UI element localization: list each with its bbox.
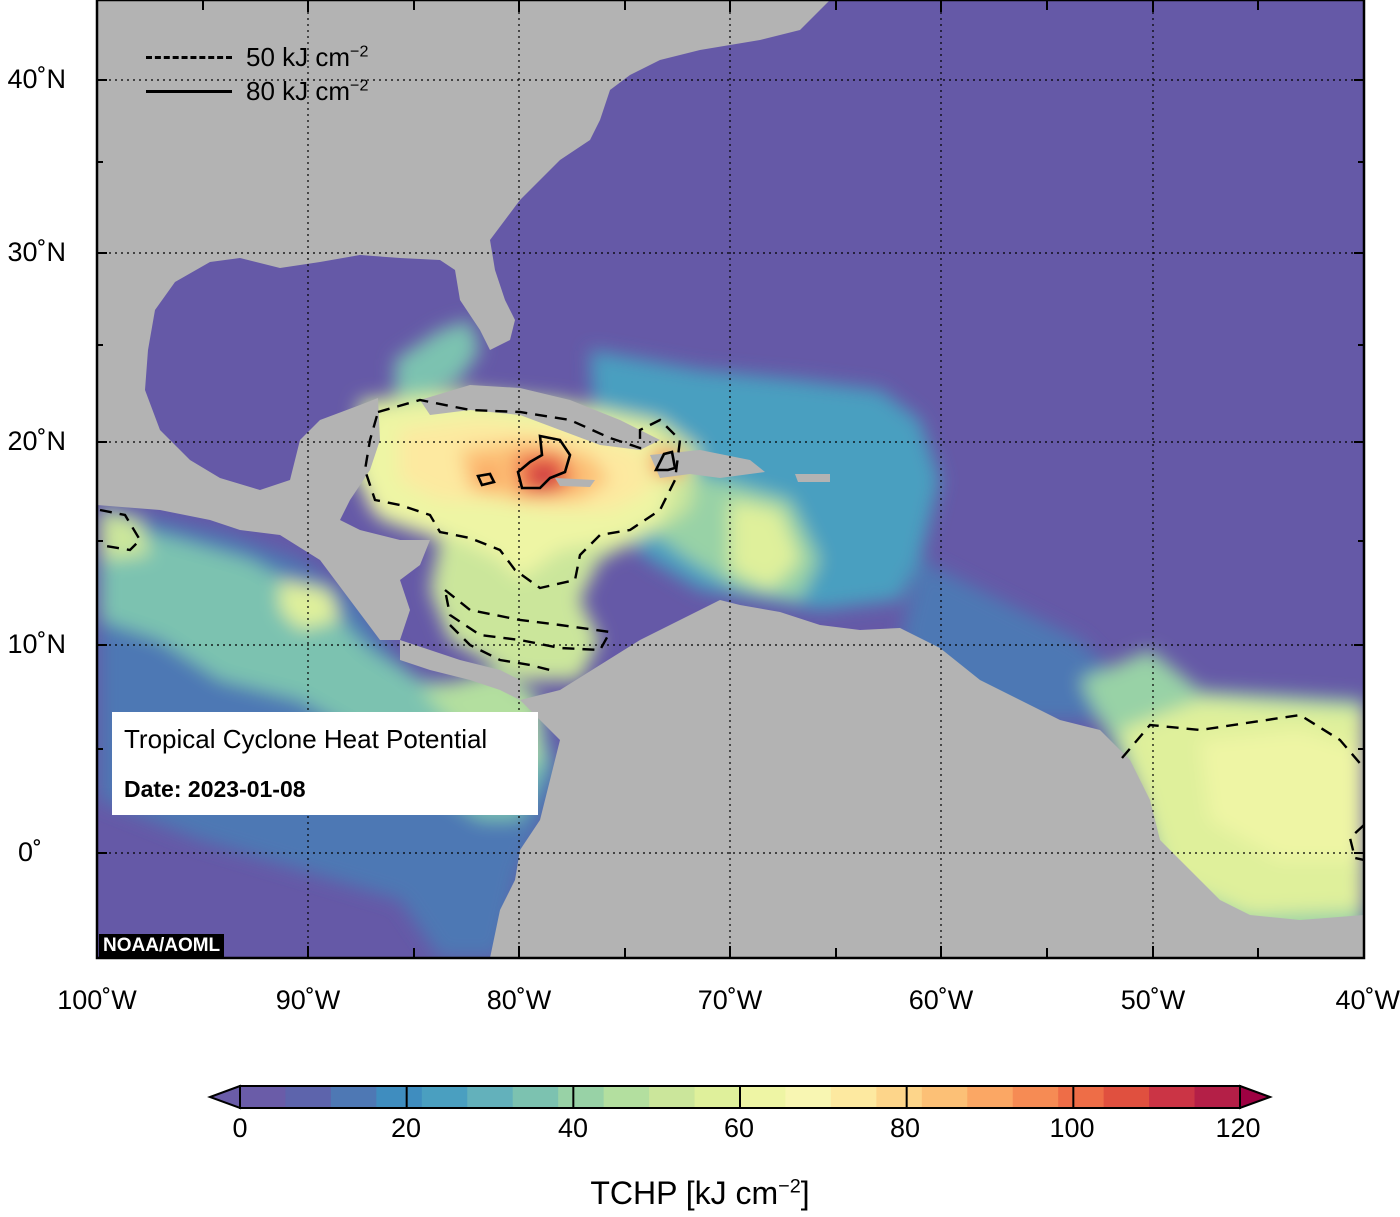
colorbar-swatch [1103,1086,1150,1108]
colorbar-swatch [694,1086,741,1108]
colorbar-swatch [240,1086,287,1108]
colorbar-tick-20: 20 [390,1113,422,1143]
legend-dashed: 50 kJ cm−2 [146,42,368,73]
colorbar-swatch [603,1086,650,1108]
colorbar-tick-120: 120 [1215,1113,1261,1143]
legend-dashed-label: 50 kJ cm−2 [246,42,369,72]
info-date: Date: 2023-01-08 [124,776,306,802]
colorbar-swatch [967,1086,1014,1108]
lat-label-40n: 40˚N [7,64,66,94]
legend-solid: 80 kJ cm−2 [146,76,368,107]
lon-label-60w: 60˚W [908,985,974,1015]
colorbar-swatch [830,1086,877,1108]
colorbar-title: TCHP [kJ cm−2] [590,1175,810,1211]
colorbar-swatch [876,1086,923,1108]
lon-label-50w: 50˚W [1120,985,1186,1015]
lon-label-80w: 80˚W [486,985,552,1015]
colorbar-swatch [1149,1086,1196,1108]
colorbar-swatch [1058,1086,1105,1108]
colorbar-swatch [467,1086,514,1108]
info-box: Tropical Cyclone Heat Potential Date: 20… [112,712,538,815]
axis-ticks [97,0,1364,958]
colorbar-swatch [1012,1086,1059,1108]
colorbar-swatch [558,1086,605,1108]
lat-label-0: 0˚ [17,837,42,867]
north-america-land [97,0,830,640]
colorbar [207,1084,1273,1110]
colorbar-swatch [376,1086,423,1108]
info-title: Tropical Cyclone Heat Potential [124,724,488,754]
legend-solid-label: 80 kJ cm−2 [246,76,369,106]
lon-label-90w: 90˚W [275,985,341,1015]
hispaniola-island [650,450,765,478]
lon-label-40w: 40˚W [1335,985,1400,1015]
colorbar-tick-100: 100 [1049,1113,1095,1143]
colorbar-swatch [285,1086,332,1108]
colorbar-swatch [1194,1086,1241,1108]
contours-80 [476,434,677,490]
colorbar-tick-40: 40 [557,1113,589,1143]
colorbar-swatch [740,1086,787,1108]
legend-solid-line [146,90,232,93]
south-america-land [490,600,1364,958]
colorbar-swatch [421,1086,468,1108]
puerto-rico-island [795,474,830,482]
colorbar-max-arrow [1239,1084,1273,1110]
colorbar-swatch [512,1086,559,1108]
jamaica-island [555,478,595,487]
contours-50 [99,398,1364,862]
colorbar-tick-0: 0 [232,1113,248,1143]
colorbar-tick-80: 80 [889,1113,921,1143]
lon-label-100w: 100˚W [57,985,137,1015]
lat-label-10n: 10˚N [7,629,66,659]
legend-dashed-line [146,56,232,59]
colorbar-swatch [330,1086,377,1108]
colorbar-swatch [921,1086,968,1108]
lat-label-20n: 20˚N [7,426,66,456]
lat-label-30n: 30˚N [7,237,66,267]
colorbar-swatch [785,1086,832,1108]
colorbar-min-arrow [207,1084,241,1110]
colorbar-tick-60: 60 [723,1113,755,1143]
panama-isthmus [400,640,520,700]
lon-label-70w: 70˚W [697,985,763,1015]
colorbar-swatch [649,1086,696,1108]
credit-label: NOAA/AOML [99,934,225,959]
